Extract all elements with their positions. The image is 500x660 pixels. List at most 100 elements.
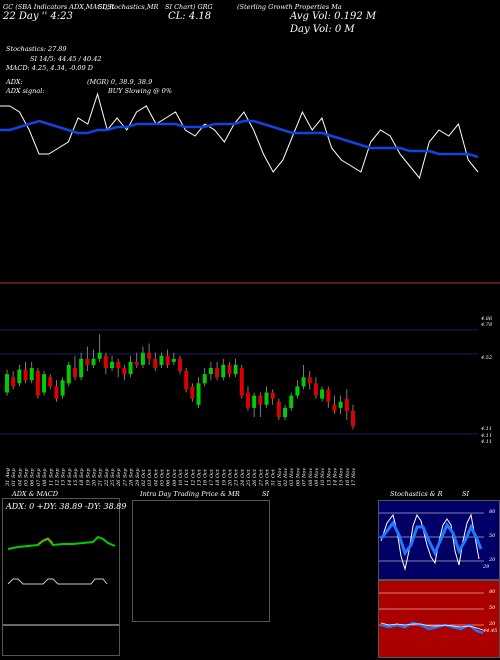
date-tick-label: 18 Sep <box>79 468 85 486</box>
candle-body <box>147 352 152 359</box>
candle-body <box>140 352 145 365</box>
moving-average-line <box>0 119 479 159</box>
stoch-plot <box>379 512 484 571</box>
company-name: (Sterling Growth Properties Ma <box>237 3 342 11</box>
date-tick-label: 13 Sep <box>61 468 67 486</box>
stoch-panel: 80 50 20 29 <box>378 500 500 580</box>
price-label-5: 4.11 <box>481 433 493 439</box>
candle-body <box>128 361 133 375</box>
date-tick-label: 10 Nov <box>320 468 326 486</box>
candle-body <box>54 386 59 399</box>
price-label-4: 4.11 <box>481 426 493 432</box>
avg-volume: Avg Vol: 0.192 M <box>290 11 377 22</box>
price-label-2: 4.78 <box>481 322 493 328</box>
date-tick-label: 27 Sep <box>122 468 128 487</box>
date-tick-label: 03 Oct <box>147 468 153 486</box>
candle-body <box>72 368 77 378</box>
date-tick-label: 11 Oct <box>184 468 190 486</box>
stoch-d-line <box>379 520 483 557</box>
day-volume: Day Vol: 0 M <box>290 24 355 35</box>
date-tick-label: 26 Sep <box>116 468 122 487</box>
price-label-3: 4.52 <box>481 355 493 361</box>
candle-body <box>332 404 337 411</box>
candle-body <box>320 389 325 399</box>
stoch-axis-current: 29 <box>483 564 490 570</box>
candle-body <box>338 401 343 408</box>
date-line: 22 Day '' 4:23 <box>3 11 73 22</box>
candle-body <box>103 355 108 368</box>
stoch-panel-title: Stochastics & R <box>390 490 443 498</box>
candle-body <box>276 401 281 418</box>
adx-values: (MGR) 0, 38.9, 38.9 <box>87 78 153 86</box>
date-tick-label: 21 Sep <box>98 468 104 487</box>
candle-body <box>29 368 34 381</box>
price-label-1: 4.86 <box>481 316 493 322</box>
date-tick-label: 11 Sep <box>48 468 54 486</box>
rsi-axis-80: 80 <box>489 589 496 595</box>
date-tick-label: 13 Oct <box>197 468 203 486</box>
main-chart: 31 Aug 01 Sep 04 Sep 05 Sep 06 Sep 07 Sep 08 S… <box>0 92 500 487</box>
close-label: CL: 4.18 <box>168 11 212 22</box>
date-tick-label: 10 Oct <box>178 468 184 486</box>
candle-body <box>190 386 195 399</box>
adx-panel: ADX: 0 +DY: 38.89 -DY: 38.89 <box>2 498 126 656</box>
rsi-axis-20: 20 <box>489 621 496 627</box>
candle-body <box>196 383 201 405</box>
candle-body <box>110 361 115 368</box>
date-tick-label: 13 Nov <box>326 468 332 486</box>
stoch-panel-suffix: SI <box>462 490 470 498</box>
candle-body <box>159 355 164 365</box>
candle-body <box>208 368 213 375</box>
candle-body <box>116 361 121 368</box>
candle-body <box>184 371 189 390</box>
date-tick-label: 20 Sep <box>92 468 98 487</box>
date-tick-label: 25 Oct <box>246 468 252 487</box>
date-tick-label: 27 Oct <box>258 468 264 487</box>
stochastics-value: Stochastics: 27.89 <box>6 45 67 53</box>
candle-body <box>351 410 355 427</box>
candle-body <box>227 364 232 375</box>
date-tick-label: 16 Nov <box>345 468 351 486</box>
adx-signal-line <box>37 537 54 545</box>
candle-body <box>221 364 226 378</box>
candle-body <box>17 369 22 384</box>
candle-body <box>11 377 16 387</box>
adx-panel-values: ADX: 0 +DY: 38.89 -DY: 38.89 <box>6 502 127 511</box>
date-tick-label: 20 Oct <box>227 468 233 487</box>
candle-body <box>264 392 269 405</box>
candle-body <box>245 392 250 408</box>
date-tick-label: 07 Sep <box>36 468 42 486</box>
date-tick-label: 02 Nov <box>283 468 289 486</box>
adx-panel-title: ADX & MACD <box>12 490 58 498</box>
intraday-panel <box>132 500 270 622</box>
price-label-6: 4.11 <box>481 439 493 445</box>
macd-line <box>7 578 108 585</box>
rsi-line: SI,Stochastics,MR <box>98 3 159 11</box>
adx-plot <box>3 535 119 626</box>
date-tick-label: 15 Nov <box>339 468 345 486</box>
candle-body <box>134 361 139 365</box>
intraday-panel-suffix: SI <box>262 490 270 498</box>
candle-body <box>252 395 257 408</box>
rsi-signal-line <box>380 622 484 631</box>
candle-body <box>97 352 102 359</box>
candle-body <box>313 383 318 396</box>
stoch-axis-20: 20 <box>489 557 496 563</box>
candle-body <box>79 358 84 378</box>
rsi-axis-current: 44.45 <box>483 628 498 634</box>
date-tick-label: 31 Aug <box>5 468 11 486</box>
date-tick-label: 23 Oct <box>234 468 240 487</box>
candle-body <box>295 386 300 396</box>
macd-value: MACD: 4.25, 4.34, -0.09 D <box>6 64 93 72</box>
candle-body <box>258 395 263 405</box>
candle-body <box>215 368 220 378</box>
candle-body <box>171 358 176 362</box>
date-tick-label: 04 Oct <box>153 468 159 486</box>
date-tick-label: 02 Oct <box>141 468 147 486</box>
date-tick-label: 07 Nov <box>302 468 308 486</box>
date-tick-label: 06 Oct <box>166 468 172 486</box>
candle-body <box>283 407 288 418</box>
date-tick-label: 01 Nov <box>277 468 283 486</box>
date-tick-label: 19 Sep <box>85 468 91 486</box>
date-tick-label: 12 Oct <box>190 468 196 486</box>
